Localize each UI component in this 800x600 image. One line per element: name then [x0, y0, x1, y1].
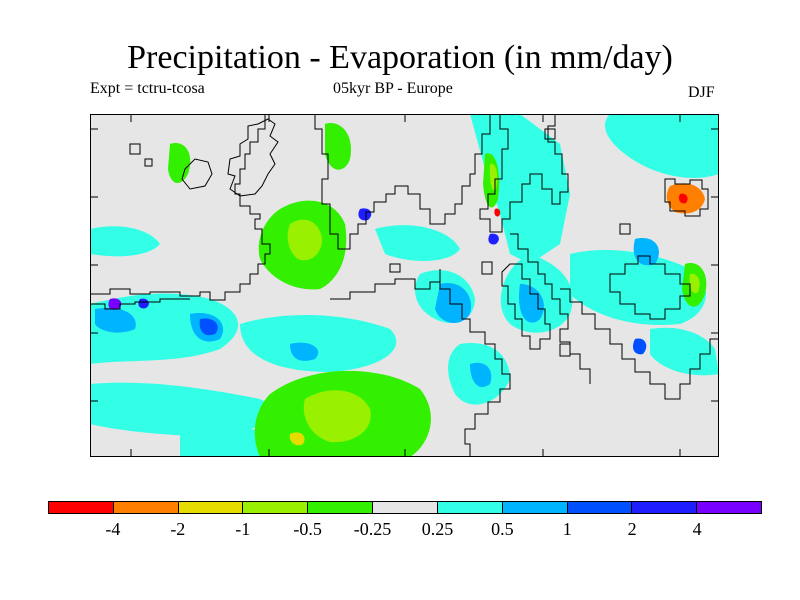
- coastline-black-sea: [609, 255, 691, 320]
- field-patch: [494, 208, 501, 217]
- precipitation-field: [90, 114, 719, 457]
- field-patch: [488, 233, 499, 245]
- coastline-mediterranean: [439, 269, 511, 457]
- colorbar-swatch-7: [502, 502, 568, 513]
- field-patch: [678, 193, 688, 204]
- colorbar-label: 1: [562, 519, 572, 539]
- field-patch: [240, 314, 397, 372]
- colorbar-swatch-4: [308, 502, 374, 513]
- coastlines: [90, 114, 719, 457]
- colorbar-swatch-6: [437, 502, 503, 513]
- field-patch: [289, 432, 305, 446]
- colorbar-swatch-10: [697, 502, 761, 513]
- field-patch: [138, 298, 149, 309]
- field-patch: [108, 298, 122, 310]
- colorbar-label: 4: [692, 519, 702, 539]
- coastline-western-europe: [90, 114, 271, 301]
- field-patch: [95, 307, 136, 333]
- colorbar-label: -1: [235, 519, 251, 539]
- colorbar-label: -0.5: [293, 519, 322, 539]
- field-patch: [90, 382, 272, 436]
- colorbar-label: -2: [170, 519, 186, 539]
- colorbar-label: 0.5: [491, 519, 514, 539]
- map-panel: [90, 114, 719, 457]
- colorbar-label: -4: [105, 519, 121, 539]
- field-patch: [303, 390, 371, 443]
- field-patch: [633, 238, 659, 266]
- experiment-label: Expt = tctru-tcosa: [90, 80, 205, 97]
- coastline-caspian: [664, 178, 709, 217]
- field-patch: [199, 318, 218, 336]
- coastline-baltic: [510, 233, 591, 384]
- field-patch: [168, 143, 191, 184]
- coastline-islands: [129, 128, 631, 357]
- coastline-north-sea: [314, 114, 491, 250]
- colorbar-swatch-9: [632, 502, 698, 513]
- field-patch: [650, 327, 719, 376]
- coastline-scandinavia: [479, 114, 569, 233]
- colorbar-swatch-3: [243, 502, 309, 513]
- colorbar-label: 0.25: [421, 519, 454, 539]
- colorbar-swatch-5: [373, 502, 438, 513]
- field-patch: [470, 114, 570, 264]
- field-patch: [570, 249, 707, 325]
- field-patch: [605, 114, 719, 178]
- field-patch: [325, 123, 351, 170]
- colorbar: [48, 501, 762, 514]
- coastline-britain: [227, 118, 279, 197]
- colorbar-swatch-8: [567, 502, 633, 513]
- colorbar-labels: -4 -2 -1 -0.5 -0.25 0.25 0.5 1 2 4: [0, 518, 800, 542]
- field-patch: [470, 362, 492, 388]
- coastline-iberia: [90, 298, 190, 310]
- field-patch: [689, 273, 700, 294]
- coastline-italy: [501, 263, 551, 350]
- field-patch: [90, 293, 239, 364]
- coastline-balkans: [560, 288, 719, 400]
- colorbar-swatch-0: [49, 502, 114, 513]
- field-patch: [287, 219, 322, 261]
- field-patch: [90, 226, 160, 257]
- field-patch: [358, 208, 372, 221]
- field-patch: [632, 338, 647, 355]
- field-patch: [375, 225, 460, 261]
- colorbar-label: 2: [627, 519, 637, 539]
- field-yellow-green: [287, 163, 700, 443]
- map-title: Precipitation - Evaporation (in mm/day): [127, 39, 673, 76]
- colorbar-label: -0.25: [353, 519, 392, 539]
- period-region-label: 05kyr BP - Europe: [333, 80, 453, 97]
- season-label: DJF: [688, 84, 715, 101]
- colorbar-swatch-2: [178, 502, 244, 513]
- field-patch: [290, 342, 319, 361]
- colorbar-swatch-1: [113, 502, 179, 513]
- field-dark-spots: [108, 208, 647, 355]
- coastline-ireland: [181, 158, 213, 190]
- coastline-north-africa: [330, 278, 440, 300]
